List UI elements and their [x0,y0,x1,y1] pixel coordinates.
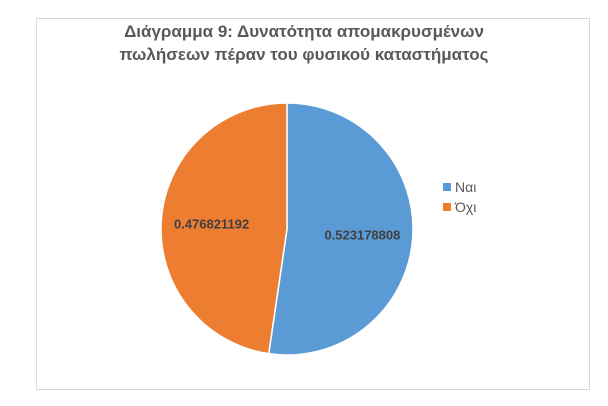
legend-item-nai: Ναι [443,177,476,197]
pie-slice-0 [267,102,414,356]
legend-swatch-ochi [443,203,451,211]
chart-title: Διάγραμμα 9: Δυνατότητα απομακρυσμένων π… [0,20,608,66]
legend-swatch-nai [443,183,451,191]
chart-title-line-2: πωλήσεων πέραν του φυσικού καταστήματος [119,45,489,64]
chart-title-line-1: Διάγραμμα 9: Δυνατότητα απομακρυσμένων [124,22,484,41]
legend: Ναι Όχι [443,177,476,217]
pie-slice-1 [160,102,288,355]
legend-label-ochi: Όχι [455,199,477,215]
legend-item-ochi: Όχι [443,197,476,217]
data-label-0: 0.523178808 [324,228,400,243]
legend-label-nai: Ναι [455,179,477,195]
data-label-1: 0.476821192 [174,216,249,231]
